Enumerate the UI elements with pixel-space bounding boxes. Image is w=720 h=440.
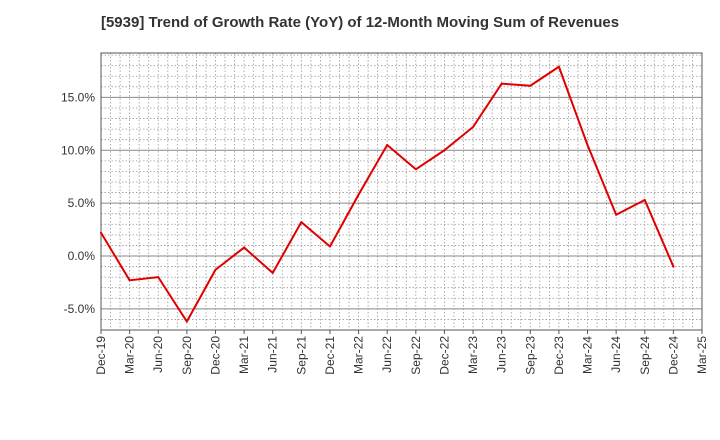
x-tick-label: Jun-24 xyxy=(609,336,623,373)
data-point xyxy=(414,168,417,171)
data-point xyxy=(185,320,188,323)
x-tick-label: Mar-23 xyxy=(466,336,480,374)
data-point xyxy=(586,143,589,146)
data-point xyxy=(157,276,160,279)
data-point xyxy=(557,65,560,68)
x-tick-label: Sep-24 xyxy=(638,336,652,375)
y-tick-label: 15.0% xyxy=(61,90,95,104)
x-tick-label: Jun-23 xyxy=(495,336,509,373)
x-tick-label: Jun-20 xyxy=(151,336,165,373)
plot-frame xyxy=(100,52,703,331)
data-point xyxy=(357,193,360,196)
data-point xyxy=(500,82,503,85)
x-tick-label: Jun-22 xyxy=(380,336,394,373)
data-point xyxy=(214,268,217,271)
y-tick-label: -5.0% xyxy=(64,302,96,316)
data-point xyxy=(386,143,389,146)
plot-area xyxy=(101,53,702,330)
data-point xyxy=(443,149,446,152)
y-tick-label: 10.0% xyxy=(61,143,95,157)
data-point xyxy=(472,126,475,129)
data-point xyxy=(100,231,102,234)
x-tick-label: Dec-23 xyxy=(552,336,566,375)
x-tick-label: Sep-21 xyxy=(294,336,308,375)
x-tick-label: Mar-22 xyxy=(352,336,366,374)
x-tick-label: Dec-20 xyxy=(208,336,222,375)
data-point xyxy=(328,245,331,248)
data-point xyxy=(128,279,131,282)
x-tick-label: Sep-22 xyxy=(409,336,423,375)
data-point xyxy=(615,213,618,216)
y-tick-label: 5.0% xyxy=(68,196,96,210)
data-point xyxy=(300,221,303,224)
data-point xyxy=(643,198,646,201)
x-tick-label: Mar-25 xyxy=(695,336,709,374)
y-tick-label: 0.0% xyxy=(68,249,96,263)
data-point xyxy=(271,271,274,274)
x-tick-label: Dec-22 xyxy=(437,336,451,375)
x-tick-label: Sep-20 xyxy=(180,336,194,375)
data-point xyxy=(529,84,532,87)
data-point xyxy=(672,265,675,268)
x-tick-label: Mar-20 xyxy=(123,336,137,374)
x-tick-label: Dec-24 xyxy=(666,336,680,375)
x-tick-label: Dec-19 xyxy=(94,336,108,375)
x-tick-label: Dec-21 xyxy=(323,336,337,375)
data-point xyxy=(243,246,246,249)
chart-title: [5939] Trend of Growth Rate (YoY) of 12-… xyxy=(100,14,620,31)
x-tick-label: Jun-21 xyxy=(266,336,280,373)
x-tick-label: Mar-24 xyxy=(581,336,595,374)
x-tick-label: Mar-21 xyxy=(237,336,251,374)
x-tick-label: Sep-23 xyxy=(523,336,537,375)
